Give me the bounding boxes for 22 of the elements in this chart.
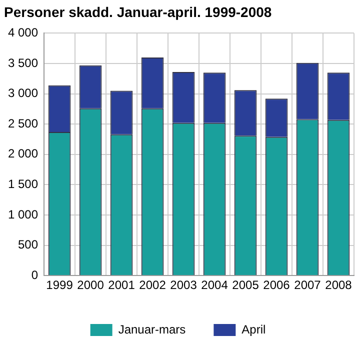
y-tick-label: 1 000 (8, 207, 38, 222)
x-tick-label: 2002 (139, 278, 166, 292)
x-tick-label: 2003 (170, 278, 198, 292)
x-tick-label: 2005 (232, 278, 260, 292)
legend-label: Januar-mars (118, 322, 186, 336)
y-tick-label: 500 (18, 238, 38, 252)
x-tick-label: 2000 (77, 278, 104, 292)
chart-title: Personer skadd. Januar-april. 1999-2008 (3, 3, 273, 20)
y-tick-label: 3 500 (8, 56, 38, 70)
x-tick-label: 2006 (263, 278, 290, 292)
y-tick-label: 4 000 (8, 26, 38, 40)
x-tick-label: 2001 (108, 278, 136, 292)
y-tick-label: 2 500 (8, 116, 38, 130)
x-tick-label: 2004 (201, 278, 228, 292)
y-tick-label: 2 000 (8, 146, 38, 161)
y-tick-label: 0 (31, 268, 38, 282)
x-tick-label: 2008 (325, 278, 352, 292)
y-tick-label: 1 500 (8, 177, 38, 192)
x-tick-label: 2007 (294, 278, 322, 292)
x-tick-label: 1999 (46, 278, 74, 292)
legend-label: April (242, 322, 266, 336)
y-tick-label: 3 000 (8, 86, 38, 100)
